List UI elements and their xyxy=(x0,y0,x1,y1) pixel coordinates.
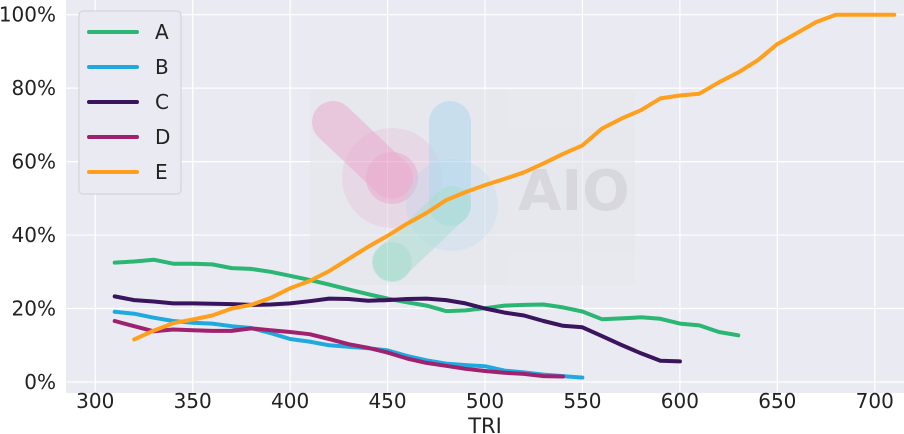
series-line-a xyxy=(112,257,741,338)
legend-label-d: D xyxy=(155,125,170,149)
y-tick-label: 0% xyxy=(24,370,56,394)
y-tick-label: 20% xyxy=(12,297,56,321)
watermark-ring-pink xyxy=(342,128,442,228)
x-tick-label: 300 xyxy=(76,389,114,413)
legend-label-a: A xyxy=(155,20,169,44)
series-lines xyxy=(112,12,897,380)
x-tick-label: 400 xyxy=(271,389,309,413)
y-tick-label: 40% xyxy=(12,223,56,247)
legend-label-b: B xyxy=(155,55,169,79)
series-line-d xyxy=(112,319,565,379)
series-line-b xyxy=(112,309,585,380)
watermark-logo: AIO xyxy=(310,90,635,285)
watermark-text: AIO xyxy=(518,159,630,224)
x-tick-label: 650 xyxy=(758,389,796,413)
x-tick-label: 550 xyxy=(563,389,601,413)
x-tick-label: 700 xyxy=(856,389,894,413)
x-tick-label: 450 xyxy=(368,389,406,413)
series-line-e xyxy=(132,12,897,342)
watermark-dot-pink xyxy=(366,152,418,204)
y-axis-ticks: 0% 20% 40% 60% 80% 100% xyxy=(0,3,56,394)
x-tick-label: 600 xyxy=(661,389,699,413)
y-tick-label: 80% xyxy=(12,76,56,100)
x-tick-label: 500 xyxy=(466,389,504,413)
x-axis-title: TRI xyxy=(467,414,502,434)
watermark-dot-green xyxy=(372,242,412,282)
x-tick-label: 350 xyxy=(174,389,212,413)
y-tick-label: 100% xyxy=(0,3,56,27)
legend-label-e: E xyxy=(155,160,168,184)
y-tick-label: 60% xyxy=(12,150,56,174)
x-axis-ticks: 300 350 400 450 500 550 600 650 700 xyxy=(76,389,894,413)
watermark-bar-green xyxy=(373,186,471,281)
legend-label-c: C xyxy=(155,90,169,114)
watermark-ring-blue xyxy=(406,159,498,251)
series-line-c xyxy=(112,294,682,364)
watermark-bar-pink xyxy=(312,101,413,199)
